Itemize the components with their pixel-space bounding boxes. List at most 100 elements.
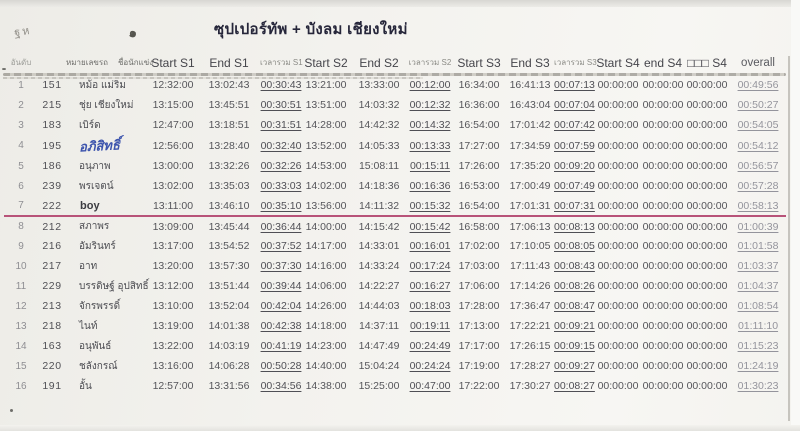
table-row: 13 218 ไนท์ 13:19:00 14:01:38 00:42:38 14:18:0…	[4, 316, 786, 336]
cell-start-s4: 00:00:00	[597, 360, 639, 372]
cell-total-s4: 00:00:00	[686, 280, 728, 292]
cell-start-s3: 17:28:00	[458, 300, 500, 312]
cell-start-s1: 12:57:00	[152, 380, 194, 392]
cell-total-s3: 00:08:05	[554, 240, 595, 252]
cell-start-s3: 17:27:00	[458, 139, 500, 152]
cell-start-s3: 17:13:00	[458, 320, 500, 332]
cell-rank: 14	[15, 340, 27, 352]
cell-end-s4: 00:00:00	[642, 139, 684, 152]
cell-rank: 4	[18, 140, 24, 151]
cell-total-s1: 00:33:03	[260, 180, 302, 192]
cell-total-s4: 00:00:00	[686, 340, 728, 352]
scan-speck	[2, 68, 6, 70]
ink-handwriting-mark: ๑	[127, 24, 139, 41]
cell-end-s4: 00:00:00	[642, 320, 684, 332]
cell-end-s4: 00:00:00	[642, 300, 684, 312]
cell-start-s4: 00:00:00	[597, 320, 639, 332]
cell-end-s2: 14:18:36	[358, 180, 400, 192]
cell-end-s2: 14:37:11	[358, 320, 400, 332]
cell-overall: 01:11:10	[737, 320, 779, 332]
cell-racer-name: อนุพันธ์	[79, 340, 112, 352]
cell-end-s1: 13:31:56	[208, 380, 250, 392]
cell-start-s4: 00:00:00	[597, 380, 639, 392]
cell-overall: 01:30:23	[737, 380, 779, 392]
table-row: 5 186 อนุภาพ 13:00:00 13:32:26 00:32:26 14:53:…	[4, 156, 786, 176]
cell-start-s2: 14:16:00	[305, 260, 347, 272]
header-start-s1: Start S1	[151, 55, 195, 70]
cell-total-s2: 00:19:11	[409, 320, 451, 332]
cell-start-s1: 12:32:00	[152, 79, 194, 91]
cell-end-s1: 14:06:28	[208, 360, 250, 372]
cell-end-s3: 17:00:49	[509, 180, 551, 192]
cell-car-number: 216	[42, 240, 62, 252]
cell-rank: 10	[15, 260, 27, 272]
cell-end-s3: 17:22:21	[509, 320, 551, 332]
cell-overall: 00:49:56	[737, 79, 779, 91]
cell-total-s2: 00:14:32	[409, 119, 451, 131]
cell-racer-name: สภาพร	[79, 221, 110, 232]
cell-end-s3: 17:14:26	[509, 280, 551, 292]
cell-total-s4: 00:00:00	[686, 320, 728, 332]
cell-total-s4: 00:00:00	[686, 220, 728, 233]
cell-start-s4: 00:00:00	[597, 260, 639, 272]
cell-rank: 9	[18, 240, 24, 252]
cell-start-s2: 13:51:00	[305, 99, 347, 111]
table-row: 15 220 ชลังกรณ์ 13:16:00 14:06:28 00:50:28 14:…	[4, 356, 786, 376]
cell-start-s2: 14:00:00	[305, 220, 347, 233]
header-rank: อันดับ	[10, 58, 32, 67]
cell-start-s2: 13:21:00	[305, 79, 347, 91]
header-end-s4: end S4	[643, 55, 683, 70]
cell-total-s3: 00:09:20	[554, 160, 595, 172]
cell-start-s4: 00:00:00	[597, 139, 639, 152]
cell-overall: 01:15:23	[737, 340, 779, 352]
table-row: 10 217 อาท 13:20:00 13:57:30 00:37:30 14:16:00…	[4, 256, 786, 276]
cell-overall: 01:04:37	[737, 280, 779, 292]
cell-total-s2: 00:24:49	[409, 340, 451, 352]
cell-total-s3: 00:09:15	[554, 340, 595, 352]
cell-overall: 01:00:39	[737, 220, 779, 233]
cell-total-s2: 00:13:33	[409, 139, 451, 152]
cell-end-s3: 16:43:04	[509, 99, 551, 111]
cell-total-s3: 00:07:42	[554, 119, 595, 131]
header-car-number: หมายเลขรถ	[66, 58, 108, 67]
cell-start-s1: 13:11:00	[148, 196, 198, 217]
cell-total-s3: 00:08:27	[554, 380, 595, 392]
cell-start-s4: 00:00:00	[597, 160, 639, 172]
cell-start-s1: 13:17:00	[152, 240, 194, 252]
cell-end-s4: 00:00:00	[642, 260, 684, 272]
cell-total-s1: 00:39:44	[260, 280, 302, 292]
cell-start-s1: 13:22:00	[152, 340, 194, 352]
cell-total-s3: 00:09:21	[554, 320, 595, 332]
cell-total-s1: 00:32:40	[260, 139, 302, 152]
cell-total-s4: 00:00:00	[686, 380, 728, 392]
cell-end-s2: 14:33:24	[358, 260, 400, 272]
cell-end-s1: 13:18:51	[208, 119, 250, 131]
table-row: 1 151 หม้อ แม่ริม 12:32:00 13:02:43 00:30:43 1…	[4, 75, 786, 95]
cell-start-s2: 14:06:00	[305, 280, 347, 292]
cell-start-s1: 13:10:00	[152, 300, 194, 312]
cell-end-s4: 00:00:00	[642, 99, 684, 111]
cell-total-s2: 00:18:03	[409, 300, 451, 312]
cell-racer-name: บรรดิษฐ์ อุปสิทธิ์	[79, 280, 149, 292]
cell-end-s1: 13:28:40	[208, 139, 250, 152]
cell-racer-name: ชลังกรณ์	[79, 360, 118, 372]
cell-start-s4: 00:00:00	[597, 180, 639, 192]
cell-start-s4: 00:00:00	[597, 99, 639, 111]
cell-start-s3: 16:54:00	[452, 196, 506, 217]
cell-racer-name: อนุภาพ	[79, 160, 111, 172]
cell-end-s3: 17:01:42	[509, 119, 551, 131]
cell-total-s3: 00:08:13	[554, 220, 595, 233]
cell-end-s2: 14:22:27	[358, 280, 400, 292]
cell-start-s1: 13:15:00	[152, 99, 194, 111]
cell-total-s2: 00:16:01	[409, 240, 451, 252]
cell-end-s1: 13:45:44	[208, 220, 250, 233]
cell-rank: 1	[18, 79, 24, 91]
cell-car-number: 239	[42, 180, 62, 192]
cell-start-s3: 16:58:00	[458, 220, 500, 233]
cell-rank: 11	[15, 280, 27, 292]
cell-end-s3: 17:28:27	[509, 360, 551, 372]
cell-end-s2: 14:05:33	[358, 139, 400, 152]
cell-start-s4: 00:00:00	[597, 119, 639, 131]
cell-start-s3: 17:22:00	[458, 380, 500, 392]
cell-total-s2: 00:24:24	[409, 360, 451, 372]
